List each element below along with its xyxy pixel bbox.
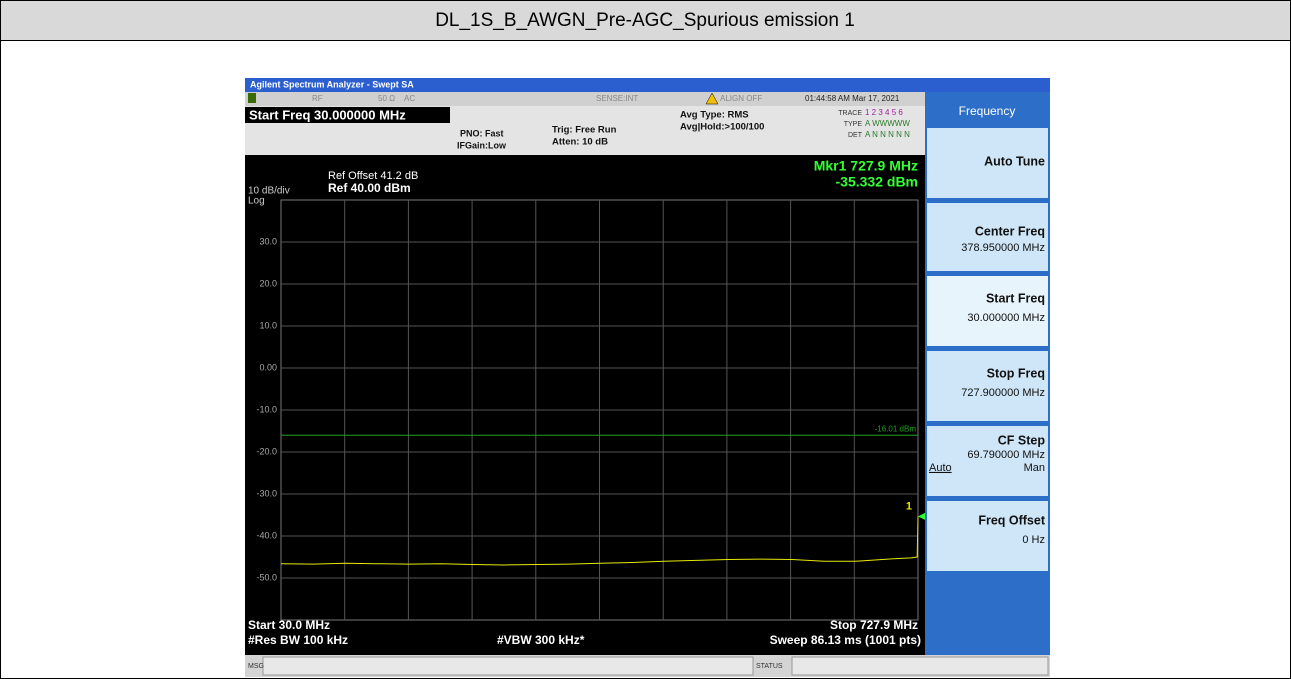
- marker-amp: -35.332 dBm: [836, 174, 918, 190]
- softkey[interactable]: Freq Offset 0 Hz: [927, 501, 1048, 571]
- softkey-label[interactable]: Start Freq: [986, 291, 1045, 305]
- trace-label: TRACE: [838, 110, 862, 117]
- softkey[interactable]: Center Freq 378.950000 MHz: [927, 203, 1048, 271]
- sweep: Sweep 86.13 ms (1001 pts): [770, 633, 921, 647]
- ref-offset: Ref Offset 41.2 dB: [328, 170, 418, 182]
- marker-number: 1: [906, 500, 912, 512]
- softkey-bg[interactable]: [927, 128, 1048, 198]
- softkey-bg[interactable]: [927, 501, 1048, 571]
- scale: 10 dB/div: [248, 186, 290, 197]
- status-trig: Trig: Free Run: [552, 125, 617, 136]
- softkey-menu-title: Frequency: [959, 104, 1016, 118]
- softkey-value[interactable]: 30.000000 MHz: [967, 312, 1045, 324]
- header-title: DL_1S_B_AWGN_Pre-AGC_Spurious emission 1: [435, 10, 855, 31]
- softkey-label[interactable]: Stop Freq: [987, 366, 1045, 380]
- marker-freq: Mkr1 727.9 MHz: [814, 158, 918, 174]
- type-vals: A WWWWW: [865, 119, 910, 128]
- softkey-auto[interactable]: Auto: [929, 462, 952, 474]
- msg-field: [262, 656, 754, 676]
- y-tick-label: -50.0: [256, 572, 277, 582]
- y-tick-label: -20.0: [256, 446, 277, 456]
- display: [245, 155, 925, 655]
- y-tick-label: 0.00: [259, 362, 277, 372]
- trace-nums: 1 2 3 4 5 6: [865, 108, 903, 117]
- softkey-bg[interactable]: [927, 276, 1048, 346]
- softkey-man[interactable]: Man: [1024, 462, 1045, 474]
- vbw: #VBW 300 kHz*: [497, 633, 585, 647]
- det-label: DET: [848, 132, 863, 139]
- softkey-value[interactable]: 727.900000 MHz: [961, 387, 1045, 399]
- status-align: ALIGN OFF: [720, 94, 762, 103]
- rbw: #Res BW 100 kHz: [248, 633, 348, 647]
- softkey-menu: [927, 94, 1048, 126]
- status-sense: SENSE:INT: [596, 94, 638, 103]
- status-impedance: 50 Ω: [378, 94, 395, 103]
- y-tick-label: -30.0: [256, 488, 277, 498]
- header-cell: [1, 1, 1290, 40]
- scale-type: Log: [248, 196, 265, 207]
- window-titlebar: [245, 78, 1050, 92]
- softkey[interactable]: Auto Tune: [927, 128, 1048, 198]
- softkey-label[interactable]: Freq Offset: [978, 513, 1046, 527]
- y-tick-label: -10.0: [256, 404, 277, 414]
- status-avg-hold: Avg|Hold:>100/100: [680, 122, 764, 133]
- det-vals: A N N N N N: [865, 130, 910, 139]
- softkey[interactable]: Stop Freq 727.900000 MHz: [927, 351, 1048, 421]
- marker: [918, 512, 926, 521]
- softkey-value[interactable]: 69.790000 MHz: [967, 449, 1045, 461]
- msg-label: MSG: [248, 663, 264, 670]
- status-coupling: AC: [404, 94, 415, 103]
- softkey-bg[interactable]: [927, 351, 1048, 421]
- softkey-value[interactable]: 378.950000 MHz: [961, 242, 1045, 254]
- softkey-label[interactable]: Center Freq: [975, 224, 1045, 238]
- status-row: [245, 92, 925, 106]
- status-pno: PNO: Fast: [460, 128, 504, 138]
- y-tick-label: 20.0: [259, 278, 277, 288]
- active-function-bg: [245, 107, 450, 123]
- softkey[interactable]: CF Step 69.790000 MHz Auto Man: [927, 426, 1048, 496]
- status-avg-type: Avg Type: RMS: [680, 110, 749, 121]
- softkey-bg[interactable]: [927, 426, 1048, 496]
- start-freq: Start 30.0 MHz: [248, 618, 330, 632]
- y-tick-label: 10.0: [259, 320, 277, 330]
- status-ifgain: IFGain:Low: [457, 140, 507, 150]
- stop-freq: Stop 727.9 MHz: [830, 618, 918, 632]
- status-rf: RF: [312, 94, 323, 103]
- ref-level: Ref 40.00 dBm: [328, 181, 411, 195]
- active-function: Start Freq 30.000000 MHz: [249, 107, 406, 122]
- softkey-value[interactable]: 0 Hz: [1022, 534, 1045, 546]
- status-label: STATUS: [756, 663, 783, 670]
- trace: [280, 516, 919, 566]
- y-tick-label: -40.0: [256, 530, 277, 540]
- softkey[interactable]: Start Freq 30.000000 MHz: [927, 276, 1048, 346]
- status-datetime: 01:44:58 AM Mar 17, 2021: [805, 94, 900, 103]
- softkey-label[interactable]: CF Step: [998, 433, 1046, 447]
- limit-line-label: -16.01 dBm: [875, 424, 917, 433]
- status-field: [791, 656, 1049, 676]
- window-title: Agilent Spectrum Analyzer - Swept SA: [250, 79, 414, 89]
- softkey-bg[interactable]: [927, 203, 1048, 271]
- lxi-icon: [248, 93, 256, 103]
- type-label: TYPE: [844, 121, 863, 128]
- status-atten: Atten: 10 dB: [552, 137, 608, 148]
- y-tick-label: 30.0: [259, 236, 277, 246]
- softkey-label[interactable]: Auto Tune: [984, 154, 1045, 168]
- warning-icon: [705, 92, 719, 105]
